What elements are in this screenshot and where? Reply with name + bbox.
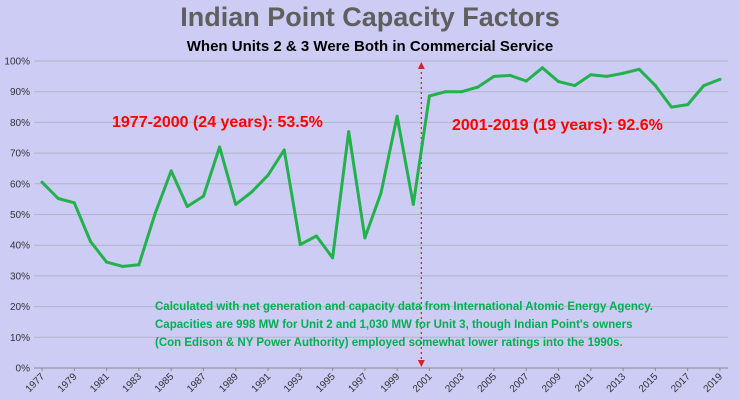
x-tick-label: 2017 [669,371,693,395]
data-point [395,114,399,118]
y-tick-label: 90% [10,87,30,98]
data-point [573,84,577,88]
data-point [363,236,367,240]
chart-title: Indian Point Capacity Factors [180,2,560,32]
data-point [653,84,657,88]
data-point [331,256,335,260]
x-tick-label: 1979 [56,371,80,395]
x-tick-label: 1981 [88,371,112,395]
series-line [40,66,722,268]
source-note-line-2: Capacities are 998 MW for Unit 2 and 1,0… [155,319,633,331]
data-point [460,90,464,94]
data-point [718,77,722,81]
x-tick-label: 2001 [411,371,435,395]
data-point [637,67,641,71]
data-point [557,80,561,84]
x-tick-label: 1997 [346,371,370,395]
x-tick-label: 2011 [573,371,596,394]
data-point [169,169,173,173]
divider-arrow-top [417,62,425,69]
data-point [234,202,238,206]
data-point [314,234,318,238]
data-point [589,73,593,77]
chart-subtitle: When Units 2 & 3 Were Both in Commercial… [186,38,554,55]
x-tick-label: 2015 [637,371,661,395]
y-tick-label: 100% [4,57,30,68]
data-point [605,74,609,78]
data-point [298,243,302,247]
source-note-line-1: Calculated with net generation and capac… [155,301,654,313]
x-tick-label: 1999 [379,371,403,395]
divider-arrow-bottom [417,360,425,367]
data-point [702,84,706,88]
data-point [427,94,431,98]
source-note: Calculated with net generation and capac… [155,298,695,352]
data-point [508,73,512,77]
source-note-line-3: (Con Edison & NY Power Authority) employ… [155,337,623,349]
x-tick-label: 1989 [217,371,241,395]
annotation-period-2: 2001-2019 (19 years): 92.6% [452,117,663,134]
y-tick-label: 0% [16,364,31,375]
data-point [266,173,270,177]
x-tick-label: 1995 [314,371,338,395]
data-point [379,191,383,195]
data-point [153,212,157,216]
data-point [524,79,528,83]
data-point [218,145,222,149]
x-tick-label: 1983 [121,371,145,395]
x-tick-label: 2007 [508,371,532,395]
data-point [444,90,448,94]
data-point [72,201,76,205]
x-tick-label: 2005 [476,371,500,395]
data-point [686,103,690,107]
x-tick-label: 2003 [443,371,467,395]
annotation-period-1: 1977-2000 (24 years): 53.5% [112,114,323,131]
data-point [137,263,141,267]
x-tick-label: 1993 [282,371,306,395]
x-tick-label: 1991 [250,371,274,395]
y-tick-label: 40% [10,241,30,252]
y-tick-label: 30% [10,271,30,282]
data-point [121,264,125,268]
data-point [476,85,480,89]
data-point [347,130,351,134]
x-tick-label: 2019 [702,371,726,395]
y-tick-label: 20% [10,302,30,313]
x-tick-label: 1987 [185,371,209,395]
y-tick-label: 70% [10,149,30,160]
data-point [282,148,286,152]
x-tick-label: 1977 [24,371,48,395]
data-point [40,180,44,184]
x-tick-label: 1985 [153,371,177,395]
x-tick-label: 2013 [605,371,629,395]
data-point [105,260,109,264]
x-tick-label: 2009 [540,371,564,395]
data-point [88,240,92,244]
data-point [411,202,415,206]
data-point [201,194,205,198]
data-point [185,205,189,209]
data-point [670,105,674,109]
y-tick-label: 50% [10,210,30,221]
data-point [540,66,544,70]
data-point [492,74,496,78]
y-tick-label: 10% [10,333,30,344]
y-tick-label: 60% [10,179,30,190]
data-point [250,190,254,194]
data-point [56,197,60,201]
data-point [621,71,625,75]
y-tick-label: 80% [10,118,30,129]
